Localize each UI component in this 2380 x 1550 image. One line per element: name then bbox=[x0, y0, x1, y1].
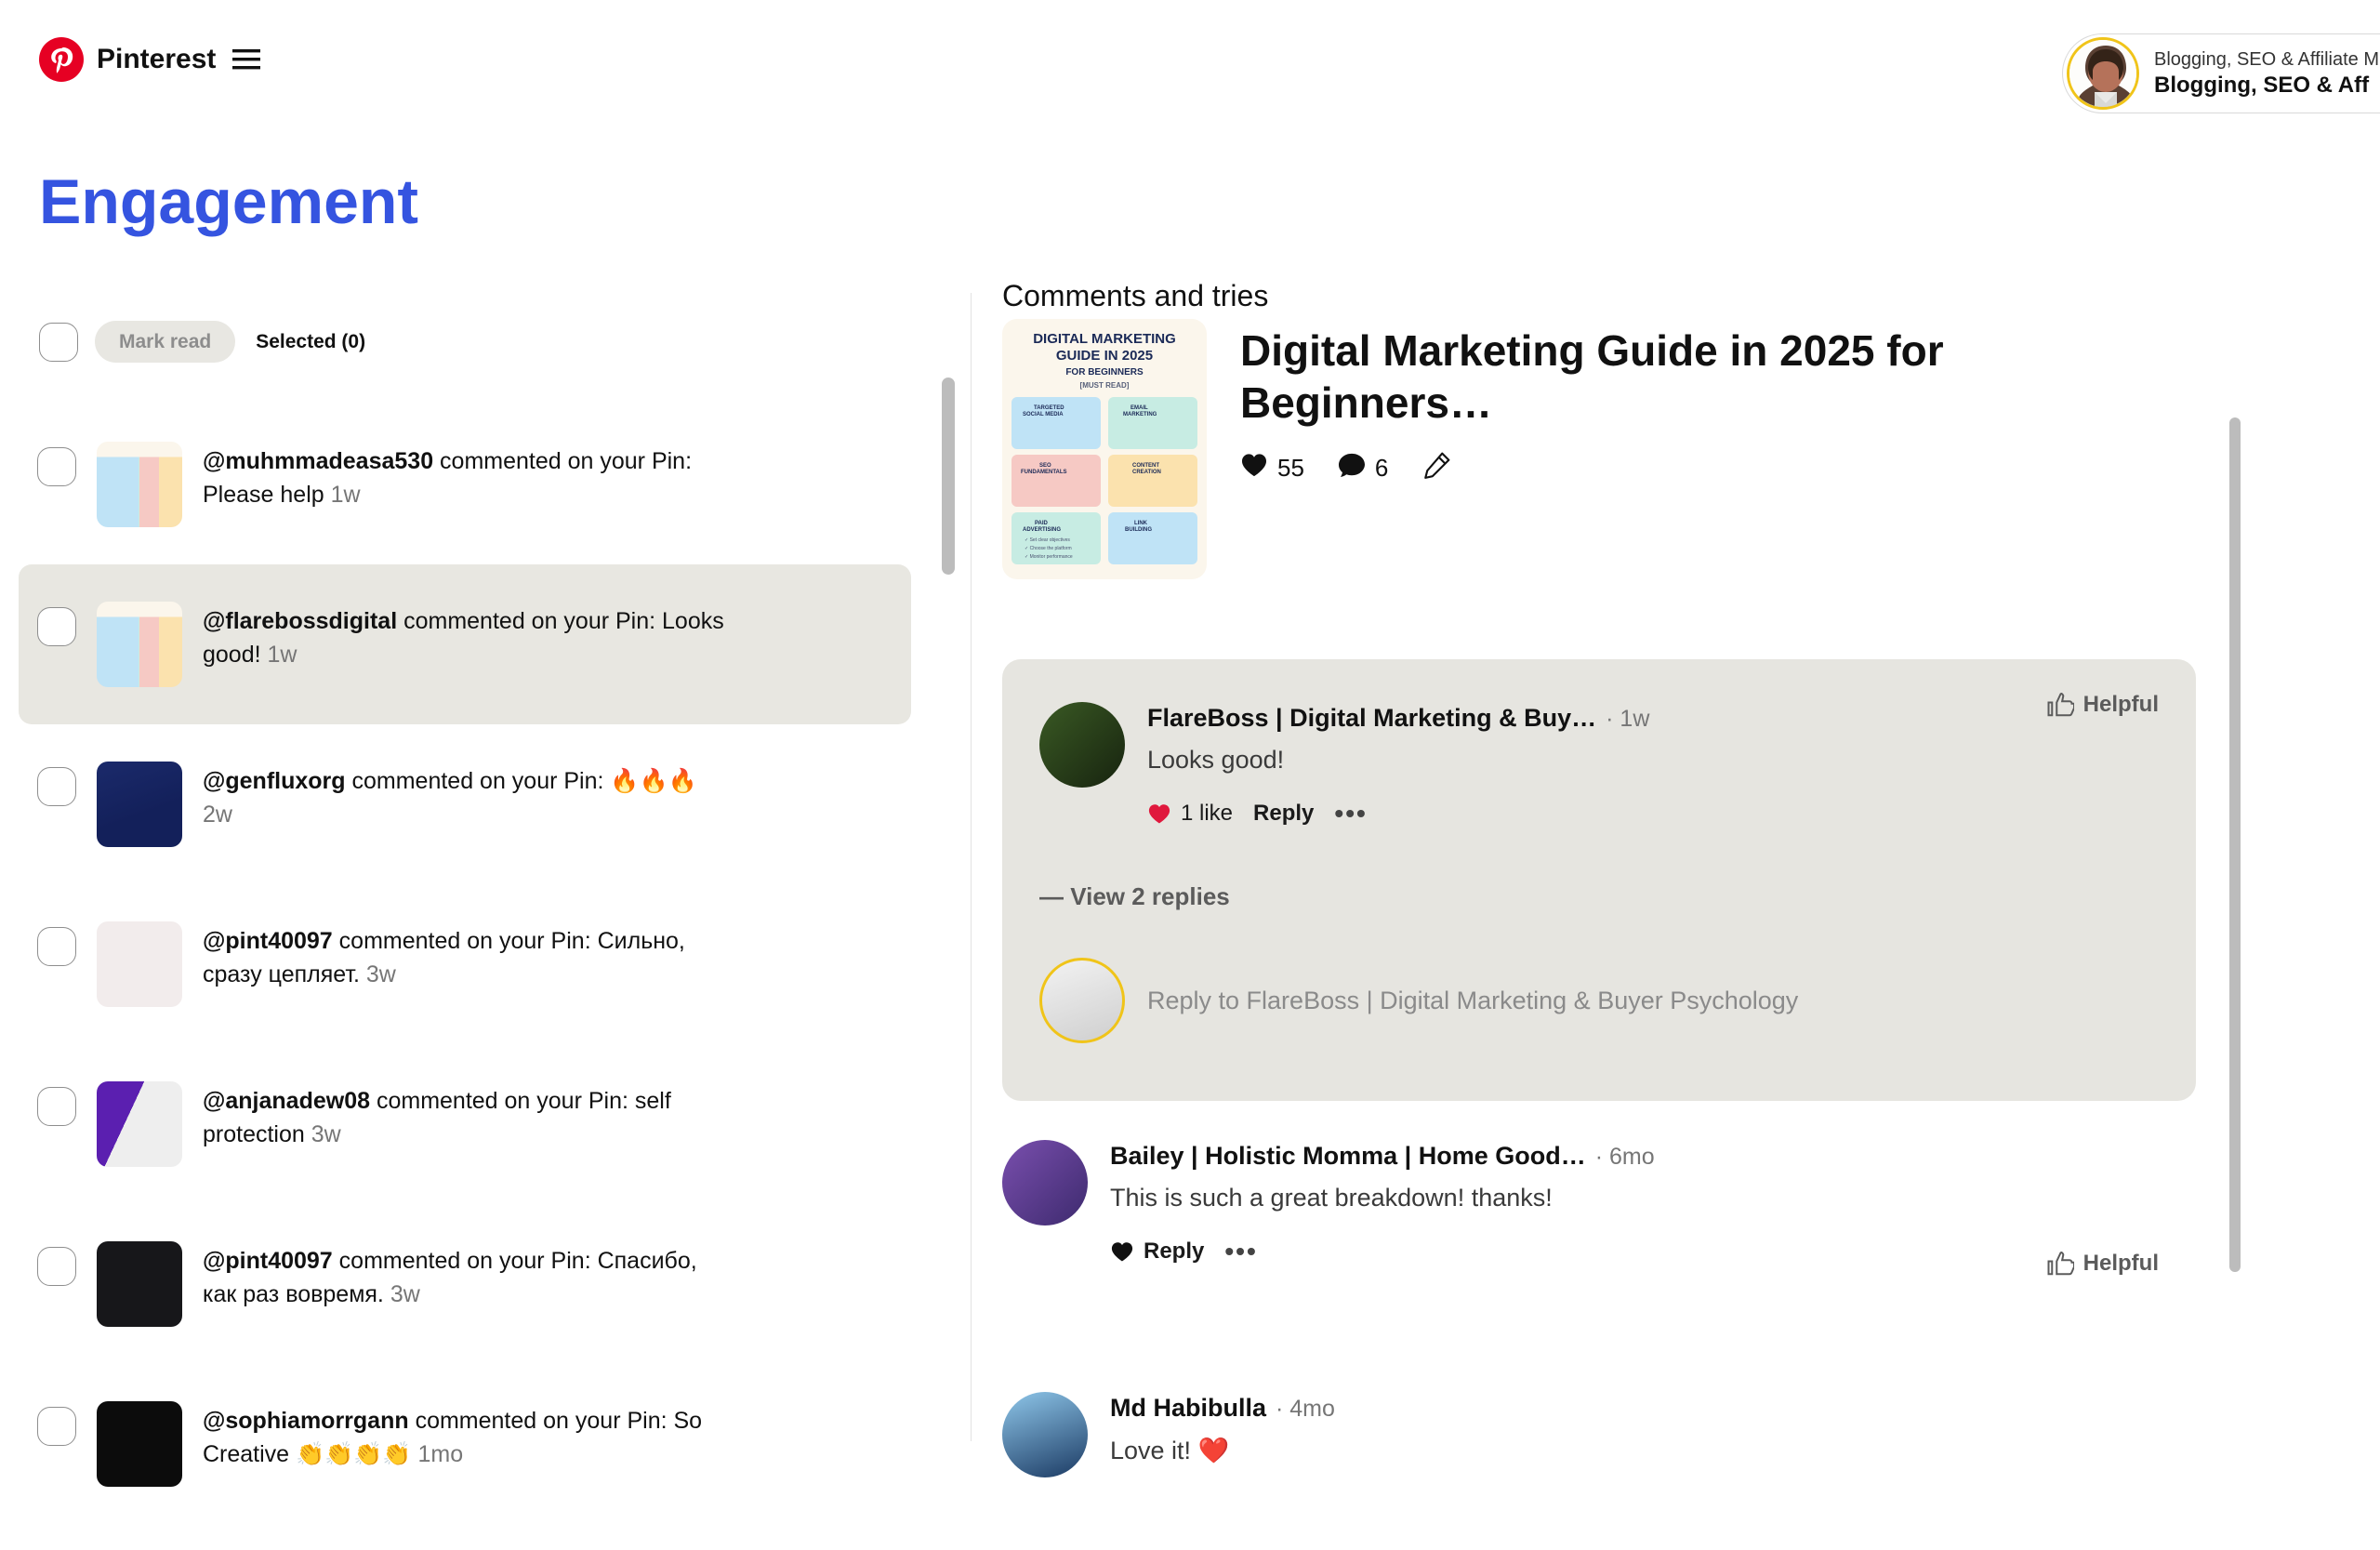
svg-text:✓ Monitor performance: ✓ Monitor performance bbox=[1025, 554, 1073, 560]
svg-text:BUILDING: BUILDING bbox=[1125, 527, 1152, 533]
svg-text:DIGITAL MARKETING: DIGITAL MARKETING bbox=[1033, 331, 1176, 347]
svg-text:[MUST READ]: [MUST READ] bbox=[1080, 381, 1130, 390]
svg-text:FOR BEGINNERS: FOR BEGINNERS bbox=[1065, 367, 1144, 378]
svg-text:TARGETED: TARGETED bbox=[1034, 405, 1064, 411]
svg-text:SEO: SEO bbox=[1039, 463, 1051, 469]
svg-text:CONTENT: CONTENT bbox=[1132, 463, 1159, 469]
svg-text:GUIDE IN 2025: GUIDE IN 2025 bbox=[1056, 348, 1153, 364]
svg-text:SOCIAL MEDIA: SOCIAL MEDIA bbox=[1023, 412, 1064, 417]
svg-text:✓ Set clear objectives: ✓ Set clear objectives bbox=[1025, 537, 1070, 543]
svg-text:✓ Choose the platform: ✓ Choose the platform bbox=[1025, 546, 1072, 551]
svg-text:LINK: LINK bbox=[1134, 521, 1148, 526]
svg-text:CREATION: CREATION bbox=[1132, 470, 1161, 475]
svg-text:ADVERTISING: ADVERTISING bbox=[1023, 527, 1061, 533]
svg-text:MARKETING: MARKETING bbox=[1123, 412, 1157, 417]
svg-text:PAID: PAID bbox=[1035, 521, 1049, 526]
svg-text:FUNDAMENTALS: FUNDAMENTALS bbox=[1021, 470, 1067, 475]
svg-text:EMAIL: EMAIL bbox=[1130, 405, 1148, 411]
